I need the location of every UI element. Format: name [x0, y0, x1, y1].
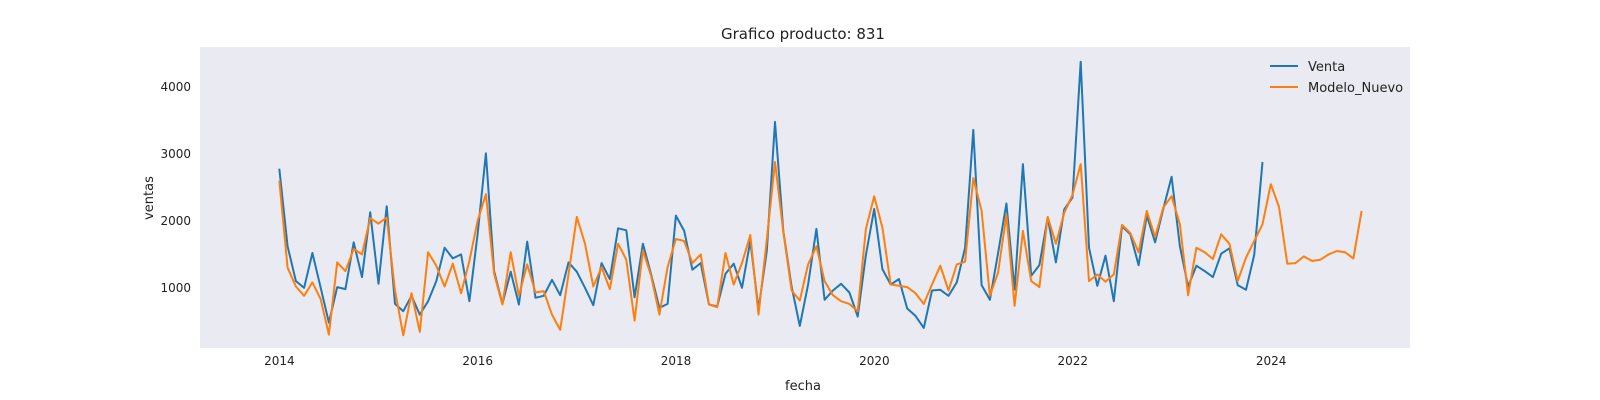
series-line-venta [278, 60, 1264, 329]
y-tick-label: 1000 [160, 281, 191, 295]
y-tick-label: 4000 [160, 80, 191, 94]
x-tick-label: 2024 [1256, 354, 1287, 368]
x-tick-label: 2018 [661, 354, 692, 368]
x-tick-label: 2014 [264, 354, 295, 368]
chart-title: Grafico producto: 831 [721, 25, 885, 43]
y-axis-label: ventas [142, 176, 157, 220]
y-tick-label: 2000 [160, 214, 191, 228]
x-axis-ticks: 2014 2016 2018 2020 2022 2024 [264, 354, 1286, 368]
y-axis-ticks: 1000 2000 3000 4000 [160, 80, 191, 295]
series-layer [278, 60, 1363, 337]
x-tick-label: 2016 [462, 354, 493, 368]
legend-label: Venta [1308, 60, 1345, 75]
x-tick-label: 2020 [859, 354, 890, 368]
y-tick-label: 3000 [160, 147, 191, 161]
legend: Venta Modelo_Nuevo [1270, 60, 1403, 96]
x-tick-label: 2022 [1058, 354, 1089, 368]
series-line-modelo_nuevo [278, 161, 1363, 337]
x-axis-label: fecha [785, 379, 821, 394]
legend-label: Modelo_Nuevo [1308, 81, 1403, 96]
